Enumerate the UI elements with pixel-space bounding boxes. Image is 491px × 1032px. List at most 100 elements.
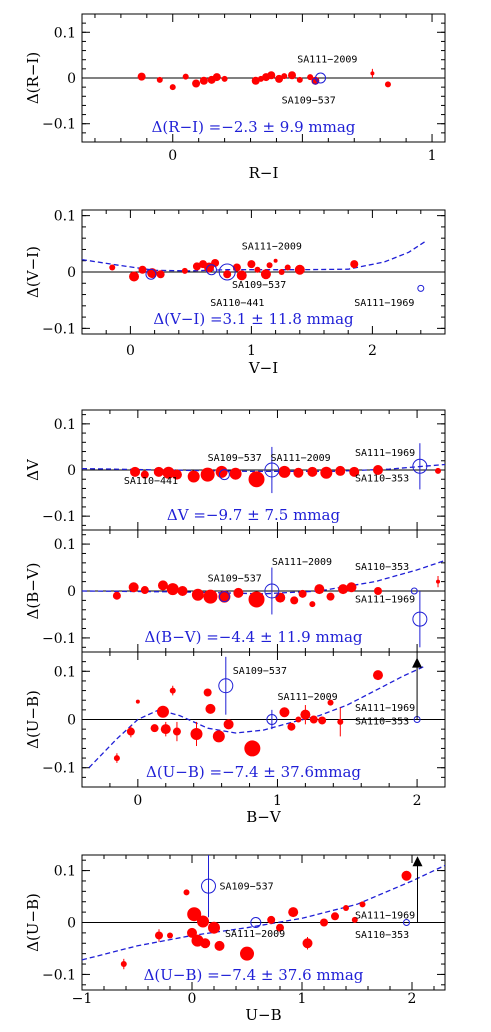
panel-1: −0.1 0 0.1 0 1 Δ(R−I) R−I SA111−2009 SA109−537 Δ(… bbox=[24, 13, 446, 182]
reference-point bbox=[412, 611, 428, 627]
data-point bbox=[169, 84, 176, 91]
data-point bbox=[112, 591, 121, 600]
data-point bbox=[215, 465, 228, 478]
x-tick-label: 1 bbox=[247, 343, 256, 359]
star-label: SA111−2009 bbox=[225, 929, 285, 940]
reference-point bbox=[218, 678, 234, 694]
data-point bbox=[343, 904, 349, 911]
data-point bbox=[218, 590, 231, 603]
panel-5: −0.1 0 0.1 0 1 2 Δ(U−B) B−V SA109−537 SA111−2009 S… bbox=[24, 651, 446, 826]
data-point bbox=[273, 258, 278, 263]
arrow-head bbox=[412, 657, 423, 668]
data-point bbox=[203, 589, 218, 604]
data-point bbox=[221, 75, 228, 82]
data-point bbox=[120, 961, 127, 968]
y-axis-label: ΔV bbox=[24, 458, 42, 481]
data-point bbox=[223, 270, 232, 279]
data-point bbox=[135, 699, 140, 704]
data-point bbox=[177, 586, 188, 596]
x-tick-label: 0 bbox=[133, 793, 142, 809]
data-point bbox=[229, 467, 242, 480]
fit-curve bbox=[81, 239, 428, 272]
data-point bbox=[109, 264, 116, 271]
data-point bbox=[160, 724, 171, 735]
star-label: SA110−353 bbox=[355, 474, 409, 485]
data-point bbox=[275, 592, 286, 603]
fit-curve bbox=[81, 864, 446, 961]
data-point bbox=[166, 583, 179, 596]
data-point bbox=[290, 596, 299, 605]
data-point bbox=[153, 466, 164, 477]
data-point bbox=[254, 266, 261, 273]
star-label: SA109−537 bbox=[220, 881, 274, 892]
data-point bbox=[205, 703, 216, 714]
panel-2: −0.1 0 0.1 0 1 2 Δ(V−I) V−I SA111−2009 SA109−537 S… bbox=[24, 209, 446, 377]
data-point bbox=[295, 716, 302, 723]
x-tick-label: 1 bbox=[428, 148, 437, 164]
data-point bbox=[247, 260, 256, 269]
data-point bbox=[203, 688, 212, 697]
y-tick-label: 0.1 bbox=[54, 664, 76, 680]
star-label: SA110−441 bbox=[210, 298, 264, 309]
reference-point bbox=[412, 458, 428, 474]
y-tick-label: −0.1 bbox=[42, 321, 76, 337]
stat-summary: Δ(B−V) =−4.4 ± 11.9 mmag bbox=[145, 628, 363, 646]
star-label: SA111−1969 bbox=[355, 448, 415, 459]
data-point bbox=[244, 740, 261, 757]
panel-3: −0.1 0 0.1 ΔV SA109−537 SA111−2009 SA111−1969 S… bbox=[24, 409, 446, 531]
reference-point bbox=[410, 587, 418, 595]
data-point bbox=[212, 730, 225, 743]
panel-4: −0.1 0 0.1 Δ(B−V) SA109−537 SA111−2009 SA110−3… bbox=[24, 529, 446, 653]
data-point bbox=[326, 592, 335, 601]
reference-point bbox=[205, 264, 217, 276]
star-label: SA109−537 bbox=[208, 574, 262, 585]
x-tick-label: 1 bbox=[298, 991, 307, 1007]
fit-curve bbox=[81, 463, 446, 473]
y-axis-label: Δ(B−V) bbox=[24, 563, 42, 620]
data-point bbox=[197, 915, 209, 928]
data-point bbox=[351, 916, 358, 923]
data-point bbox=[296, 76, 303, 83]
data-point bbox=[309, 715, 318, 724]
data-point bbox=[192, 79, 201, 88]
star-label: SA109−537 bbox=[232, 280, 286, 291]
star-label: SA110−441 bbox=[124, 476, 178, 487]
data-point bbox=[373, 587, 382, 595]
data-point bbox=[157, 580, 168, 591]
data-point bbox=[200, 938, 211, 949]
data-point bbox=[278, 465, 291, 478]
data-point bbox=[162, 466, 175, 479]
star-label: SA111−1969 bbox=[355, 703, 415, 714]
data-point bbox=[337, 718, 344, 725]
data-point bbox=[126, 727, 135, 736]
stat-summary: Δ(U−B) =−7.4 ± 37.6mmag bbox=[146, 763, 361, 781]
data-point bbox=[240, 946, 254, 961]
x-tick-label: −1 bbox=[72, 991, 93, 1007]
data-point bbox=[359, 901, 366, 908]
data-point bbox=[155, 931, 163, 940]
y-tick-label: −0.1 bbox=[42, 509, 76, 525]
star-label: SA111−2009 bbox=[242, 241, 302, 252]
data-point bbox=[320, 466, 333, 479]
star-label: SA109−537 bbox=[208, 453, 262, 464]
data-point bbox=[350, 260, 359, 269]
reference-point bbox=[315, 72, 327, 84]
x-axis-label: R−I bbox=[249, 164, 279, 182]
data-point bbox=[129, 271, 140, 282]
data-point bbox=[307, 74, 314, 81]
reference-point bbox=[218, 591, 230, 603]
y-tick-label: 0 bbox=[67, 265, 76, 281]
y-tick-label: 0 bbox=[67, 71, 76, 87]
data-point bbox=[260, 269, 271, 280]
x-tick-label: 2 bbox=[368, 343, 377, 359]
y-tick-label: −0.1 bbox=[42, 761, 76, 777]
y-tick-label: 0.1 bbox=[54, 417, 76, 433]
data-point bbox=[267, 71, 276, 80]
data-point bbox=[435, 467, 442, 474]
data-point bbox=[181, 267, 188, 274]
x-axis-label: V−I bbox=[248, 359, 278, 377]
star-label: SA109−537 bbox=[233, 666, 287, 677]
y-tick-label: 0 bbox=[67, 584, 76, 600]
data-point bbox=[288, 907, 299, 918]
